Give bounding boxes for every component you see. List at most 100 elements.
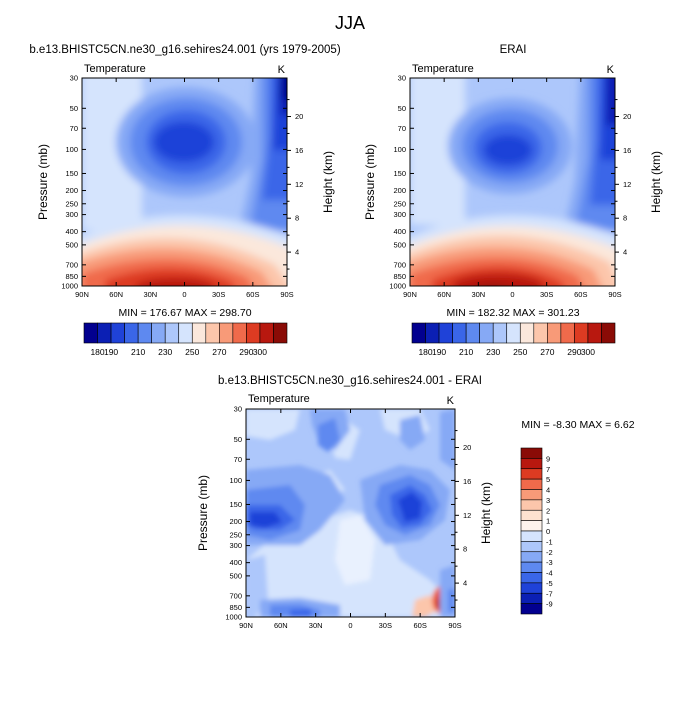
colorbar-erai-label: 250 xyxy=(513,347,527,357)
colorbar-difference-label: 5 xyxy=(546,475,550,484)
panel-model: b.e13.BHISTC5CN.ne30_g16.sehires24.001 (… xyxy=(29,44,340,357)
colorbar-model-label: 250 xyxy=(185,347,199,357)
colorbar-erai-swatch xyxy=(465,322,480,344)
panel-model-ytick-label: 400 xyxy=(65,227,78,236)
colorbar-difference-label: 7 xyxy=(546,465,550,474)
panel-model-ylabel: Pressure (mb) xyxy=(36,144,50,220)
panel-erai-ytick-label: 1000 xyxy=(389,282,406,291)
panel-difference-xtick-label: 90N xyxy=(239,621,253,630)
panel-model-xtick-label: 0 xyxy=(182,290,186,299)
colorbar-difference-swatch xyxy=(520,530,543,542)
panel-model-ytick-label: 50 xyxy=(70,104,78,113)
panel-difference-ytick-label: 150 xyxy=(229,500,242,509)
panel-erai-ytick-label: 700 xyxy=(393,260,406,269)
panel-erai-xtick-label: 90N xyxy=(403,290,417,299)
panel-erai-xtick-label: 30N xyxy=(471,290,485,299)
panel-model-title: b.e13.BHISTC5CN.ne30_g16.sehires24.001 (… xyxy=(29,44,340,56)
colorbar-erai-label: 180 xyxy=(418,347,432,357)
colorbar-erai-swatch xyxy=(452,322,467,344)
colorbar-erai-swatch xyxy=(533,322,548,344)
colorbar-erai-swatch xyxy=(506,322,521,344)
colorbar-erai-label: 300 xyxy=(581,347,595,357)
panel-model-ytick-label: 200 xyxy=(65,186,78,195)
panel-model-ytick-label: 700 xyxy=(65,260,78,269)
colorbar-erai-swatch xyxy=(411,322,426,344)
colorbar-difference-label: -4 xyxy=(546,569,553,578)
panel-difference-title: b.e13.BHISTC5CN.ne30_g16.sehires24.001 -… xyxy=(218,375,482,387)
colorbar-difference-swatch xyxy=(520,468,543,480)
colorbar-erai-label: 270 xyxy=(540,347,554,357)
panel-model-height-tick-label: 4 xyxy=(295,248,299,257)
panel-erai-ytick-label: 150 xyxy=(393,169,406,178)
panel-model-stats: MIN = 176.67 MAX = 298.70 xyxy=(118,307,251,319)
colorbar-difference-label: 0 xyxy=(546,527,550,536)
panel-erai-ytick-label: 50 xyxy=(398,104,406,113)
panel-erai-ytick-label: 250 xyxy=(393,199,406,208)
colorbar-model-swatch xyxy=(97,322,112,344)
panel-erai-ylabel-right: Height (km) xyxy=(649,151,663,213)
panel-model-xtick-label: 60N xyxy=(109,290,123,299)
panel-difference-xtick-label: 0 xyxy=(348,621,352,630)
colorbar-model-swatch xyxy=(151,322,166,344)
panel-erai: ERAI Temperature K xyxy=(363,44,663,357)
colorbar-model-swatch xyxy=(205,322,220,344)
panel-model-contour-field xyxy=(82,78,287,286)
panel-difference-xtick-label: 30S xyxy=(379,621,392,630)
colorbar-difference-label: 3 xyxy=(546,496,550,505)
colorbar-difference-label: -5 xyxy=(546,579,553,588)
colorbar-difference-swatch xyxy=(520,572,543,584)
panel-difference-contour-field xyxy=(246,409,455,617)
panel-model-field-label: Temperature xyxy=(84,63,146,75)
colorbar-model-swatch xyxy=(124,322,139,344)
panel-difference-axes: 305070100150200250300400500700850100090N… xyxy=(225,405,471,631)
colorbar-difference-label: 9 xyxy=(546,454,550,463)
colorbar-model-swatch xyxy=(164,322,180,344)
panel-erai-field-label: Temperature xyxy=(412,63,474,75)
panel-model-ytick-label: 100 xyxy=(65,145,78,154)
panel-difference-ytick-label: 50 xyxy=(234,435,242,444)
colorbar-model-swatch xyxy=(273,322,288,344)
panel-difference-ytick-label: 200 xyxy=(229,517,242,526)
panel-difference-ytick-label: 250 xyxy=(229,530,242,539)
panel-erai-axes: 305070100150200250300400500700850100090N… xyxy=(389,74,631,300)
colorbar-difference-swatch xyxy=(520,520,543,532)
colorbar-difference-label: -1 xyxy=(546,537,553,546)
colorbar-model-swatch xyxy=(259,322,274,344)
panel-difference-ytick-label: 30 xyxy=(234,405,242,414)
colorbar-difference-swatch xyxy=(520,582,543,594)
colorbar-difference-swatch xyxy=(520,592,543,604)
panel-model-ytick-label: 70 xyxy=(70,124,78,133)
panel-difference-ylabel: Pressure (mb) xyxy=(196,475,210,551)
panel-erai-height-tick-label: 8 xyxy=(623,214,627,223)
panel-erai-height-tick-label: 16 xyxy=(623,146,631,155)
panel-difference-xtick-label: 60S xyxy=(413,621,426,630)
panel-difference: b.e13.BHISTC5CN.ne30_g16.sehires24.001 -… xyxy=(196,375,635,630)
panel-erai-ylabel: Pressure (mb) xyxy=(363,144,377,220)
colorbar-difference-swatch xyxy=(520,603,543,615)
panel-difference-height-tick-label: 4 xyxy=(463,579,467,588)
panel-model-height-tick-label: 8 xyxy=(295,214,299,223)
panel-model-ytick-label: 300 xyxy=(65,210,78,219)
colorbar-model-swatch xyxy=(232,322,247,344)
colorbar-erai-label: 230 xyxy=(486,347,500,357)
panel-difference-xtick-label: 60N xyxy=(274,621,288,630)
colorbar-difference-swatch xyxy=(520,561,543,573)
colorbar-difference-swatch xyxy=(520,541,543,553)
colorbar-erai-label: 290 xyxy=(567,347,581,357)
panel-model-xtick-label: 90N xyxy=(75,290,89,299)
colorbar-model-swatch xyxy=(137,322,152,344)
panel-erai-ytick-label: 500 xyxy=(393,240,406,249)
panel-difference-colorbar: 9 75 432 10-1 -2-3 -4-5-7 -9 xyxy=(520,447,553,615)
panel-model-height-tick-label: 12 xyxy=(295,180,303,189)
panel-difference-ytick-label: 400 xyxy=(229,558,242,567)
panel-erai-xtick-label: 30S xyxy=(540,290,553,299)
panel-model-ytick-label: 500 xyxy=(65,240,78,249)
page-title: JJA xyxy=(335,13,365,33)
colorbar-difference-swatch xyxy=(520,478,543,490)
panel-model-ytick-label: 850 xyxy=(65,272,78,281)
panel-erai-stats: MIN = 182.32 MAX = 301.23 xyxy=(446,307,579,319)
panel-erai-xtick-label: 90S xyxy=(608,290,621,299)
colorbar-difference-label: 1 xyxy=(546,517,550,526)
colorbar-erai-label: 210 xyxy=(459,347,473,357)
panel-erai-height-tick-label: 20 xyxy=(623,112,631,121)
